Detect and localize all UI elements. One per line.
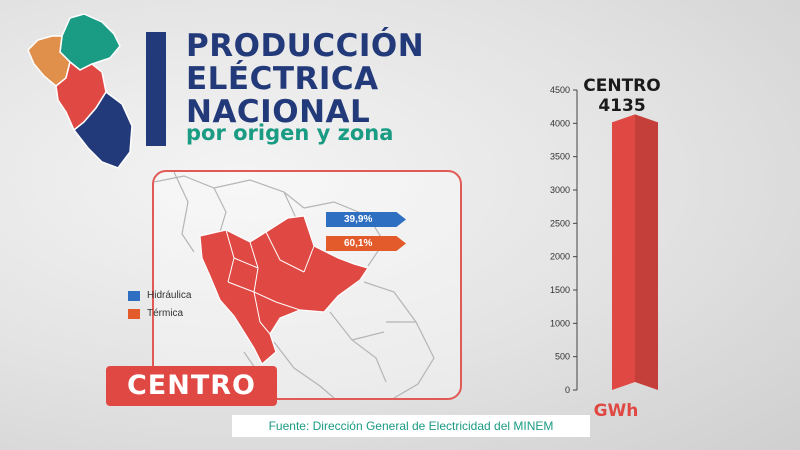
legend-thermo-label: Térmica [147,308,184,319]
y-tick-label: 500 [555,352,570,362]
bar-centro [612,114,658,391]
page-title-line1: PRODUCCIÓN [186,28,425,64]
hydro-percentage-tag: 39,9% [326,212,406,227]
bar-category-label: CENTRO [583,76,661,96]
y-tick-label: 0 [565,385,570,395]
bar-value-label: 4135 [598,96,646,116]
page-title-line3: NACIONAL [186,94,371,130]
bar-shade [635,114,658,391]
production-bar-chart: 0 500 1000 1500 2000 2500 3000 3500 4000 4500 [550,85,658,395]
region-name-plate: CENTRO [106,366,277,406]
peru-map-icon [27,13,133,169]
source-note: Fuente: Dirección General de Electricida… [232,415,590,437]
title-accent-bar [146,32,166,146]
hydro-swatch [128,291,140,301]
page-title-line2: ELÉCTRICA [186,61,379,97]
centro-internal-borders [225,229,315,335]
centro-region-shape [199,215,369,365]
y-tick-label: 3500 [550,152,570,162]
page-subtitle: por origen y zona [186,121,394,145]
y-tick-label: 1000 [550,318,570,328]
region-map [154,172,435,398]
peru-south-zone [72,90,133,169]
thermo-swatch [128,309,140,319]
thermo-percentage-tag: 60,1% [326,236,406,251]
y-tick-label: 4500 [550,85,570,95]
region-map-frame [152,170,462,400]
y-tick-label: 2000 [550,252,570,262]
legend-hydro-label: Hidráulica [147,290,192,301]
unit-label: GWh [593,401,639,421]
y-tick-label: 1500 [550,285,570,295]
y-tick-label: 2500 [550,218,570,228]
y-tick-label: 4000 [550,118,570,128]
y-tick-label: 3000 [550,185,570,195]
